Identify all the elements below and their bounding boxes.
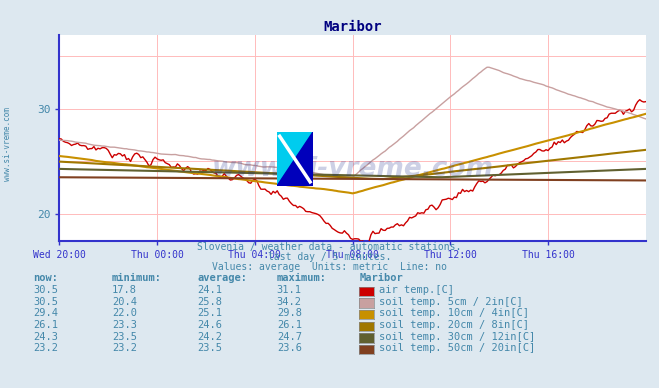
Text: average:: average:	[198, 273, 248, 283]
Title: Maribor: Maribor	[324, 20, 382, 34]
Text: 23.3: 23.3	[112, 320, 137, 330]
Text: 30.5: 30.5	[33, 285, 58, 295]
Text: 23.6: 23.6	[277, 343, 302, 353]
Text: air temp.[C]: air temp.[C]	[379, 285, 454, 295]
Text: 25.1: 25.1	[198, 308, 223, 318]
Text: 23.2: 23.2	[112, 343, 137, 353]
Polygon shape	[277, 132, 313, 186]
Text: 24.6: 24.6	[198, 320, 223, 330]
Text: Maribor: Maribor	[359, 273, 403, 283]
Text: www.si-vreme.com: www.si-vreme.com	[212, 156, 494, 182]
Text: 29.4: 29.4	[33, 308, 58, 318]
Text: soil temp. 10cm / 4in[C]: soil temp. 10cm / 4in[C]	[379, 308, 529, 318]
Text: 30.5: 30.5	[33, 296, 58, 307]
Text: 24.3: 24.3	[33, 331, 58, 341]
Text: soil temp. 5cm / 2in[C]: soil temp. 5cm / 2in[C]	[379, 296, 523, 307]
Text: now:: now:	[33, 273, 58, 283]
Text: 25.8: 25.8	[198, 296, 223, 307]
Text: 23.2: 23.2	[33, 343, 58, 353]
Text: 34.2: 34.2	[277, 296, 302, 307]
Text: maximum:: maximum:	[277, 273, 327, 283]
Text: www.si-vreme.com: www.si-vreme.com	[3, 107, 13, 180]
Text: 23.5: 23.5	[112, 331, 137, 341]
Text: 24.1: 24.1	[198, 285, 223, 295]
Text: 17.8: 17.8	[112, 285, 137, 295]
Text: minimum:: minimum:	[112, 273, 162, 283]
Polygon shape	[277, 132, 313, 186]
Text: soil temp. 50cm / 20in[C]: soil temp. 50cm / 20in[C]	[379, 343, 535, 353]
Text: 26.1: 26.1	[33, 320, 58, 330]
Text: 31.1: 31.1	[277, 285, 302, 295]
Text: 20.4: 20.4	[112, 296, 137, 307]
Text: soil temp. 20cm / 8in[C]: soil temp. 20cm / 8in[C]	[379, 320, 529, 330]
Text: 24.2: 24.2	[198, 331, 223, 341]
Text: 22.0: 22.0	[112, 308, 137, 318]
Text: Slovenia / weather data - automatic stations.: Slovenia / weather data - automatic stat…	[197, 242, 462, 252]
Text: 29.8: 29.8	[277, 308, 302, 318]
Text: last day / 5 minutes.: last day / 5 minutes.	[268, 252, 391, 262]
Text: 23.5: 23.5	[198, 343, 223, 353]
Text: 26.1: 26.1	[277, 320, 302, 330]
Text: soil temp. 30cm / 12in[C]: soil temp. 30cm / 12in[C]	[379, 331, 535, 341]
Text: 24.7: 24.7	[277, 331, 302, 341]
Text: Values: average  Units: metric  Line: no: Values: average Units: metric Line: no	[212, 262, 447, 272]
